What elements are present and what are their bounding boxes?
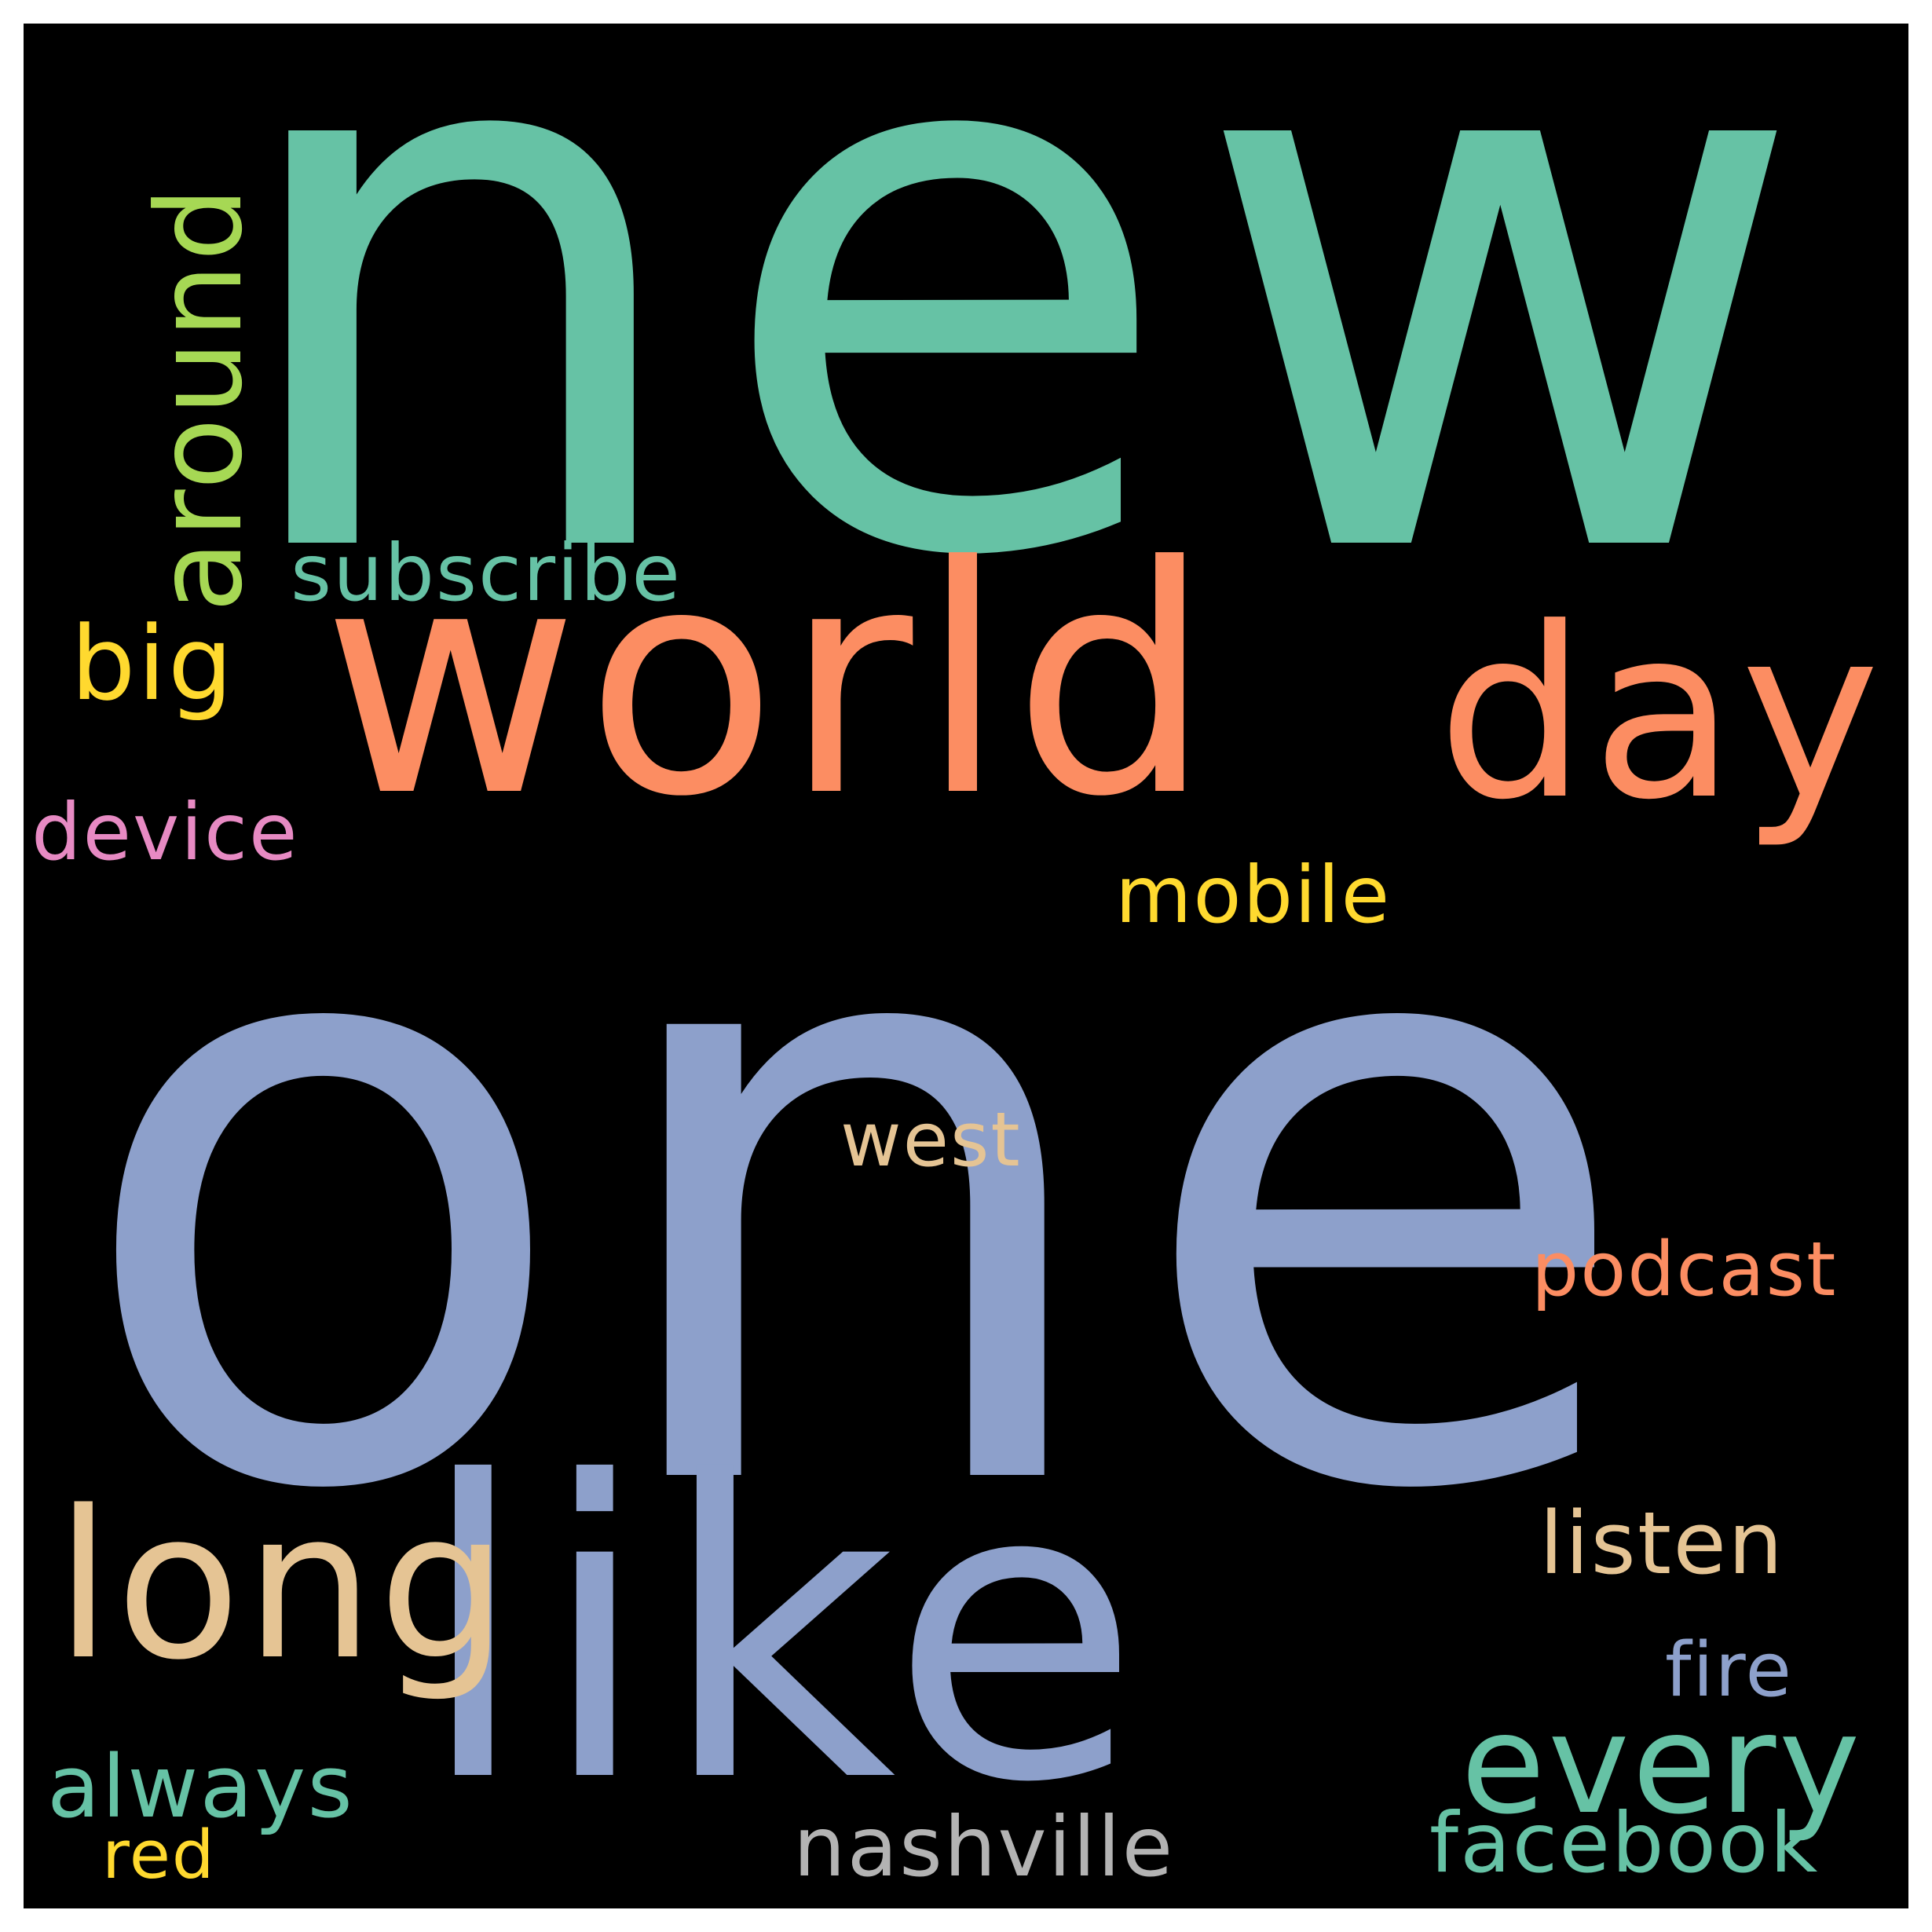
word-always: always — [47, 1736, 354, 1837]
word-subscribe: subscribe — [291, 527, 682, 619]
word-cloud: new one world day like long every around… — [24, 24, 1908, 1908]
word-nashville: nashville — [793, 1799, 1175, 1895]
word-one: one — [71, 709, 1655, 1670]
word-long: long — [55, 1468, 512, 1705]
word-like: like — [416, 1396, 1150, 1872]
word-big: big — [71, 604, 235, 723]
word-west: west — [840, 1097, 1022, 1184]
word-device: device — [31, 786, 299, 878]
word-fire: fire — [1665, 1627, 1793, 1714]
word-every: every — [1461, 1685, 1863, 1845]
word-day: day — [1437, 577, 1885, 851]
word-listen: listen — [1539, 1493, 1785, 1594]
word-red: red — [102, 1817, 216, 1894]
word-new: new — [220, 24, 1824, 721]
word-mobile: mobile — [1115, 849, 1392, 941]
word-around: around — [132, 184, 269, 613]
word-facebook: facebook — [1429, 1795, 1820, 1891]
word-podcast: podcast — [1531, 1227, 1838, 1313]
word-world: world — [322, 500, 1219, 865]
